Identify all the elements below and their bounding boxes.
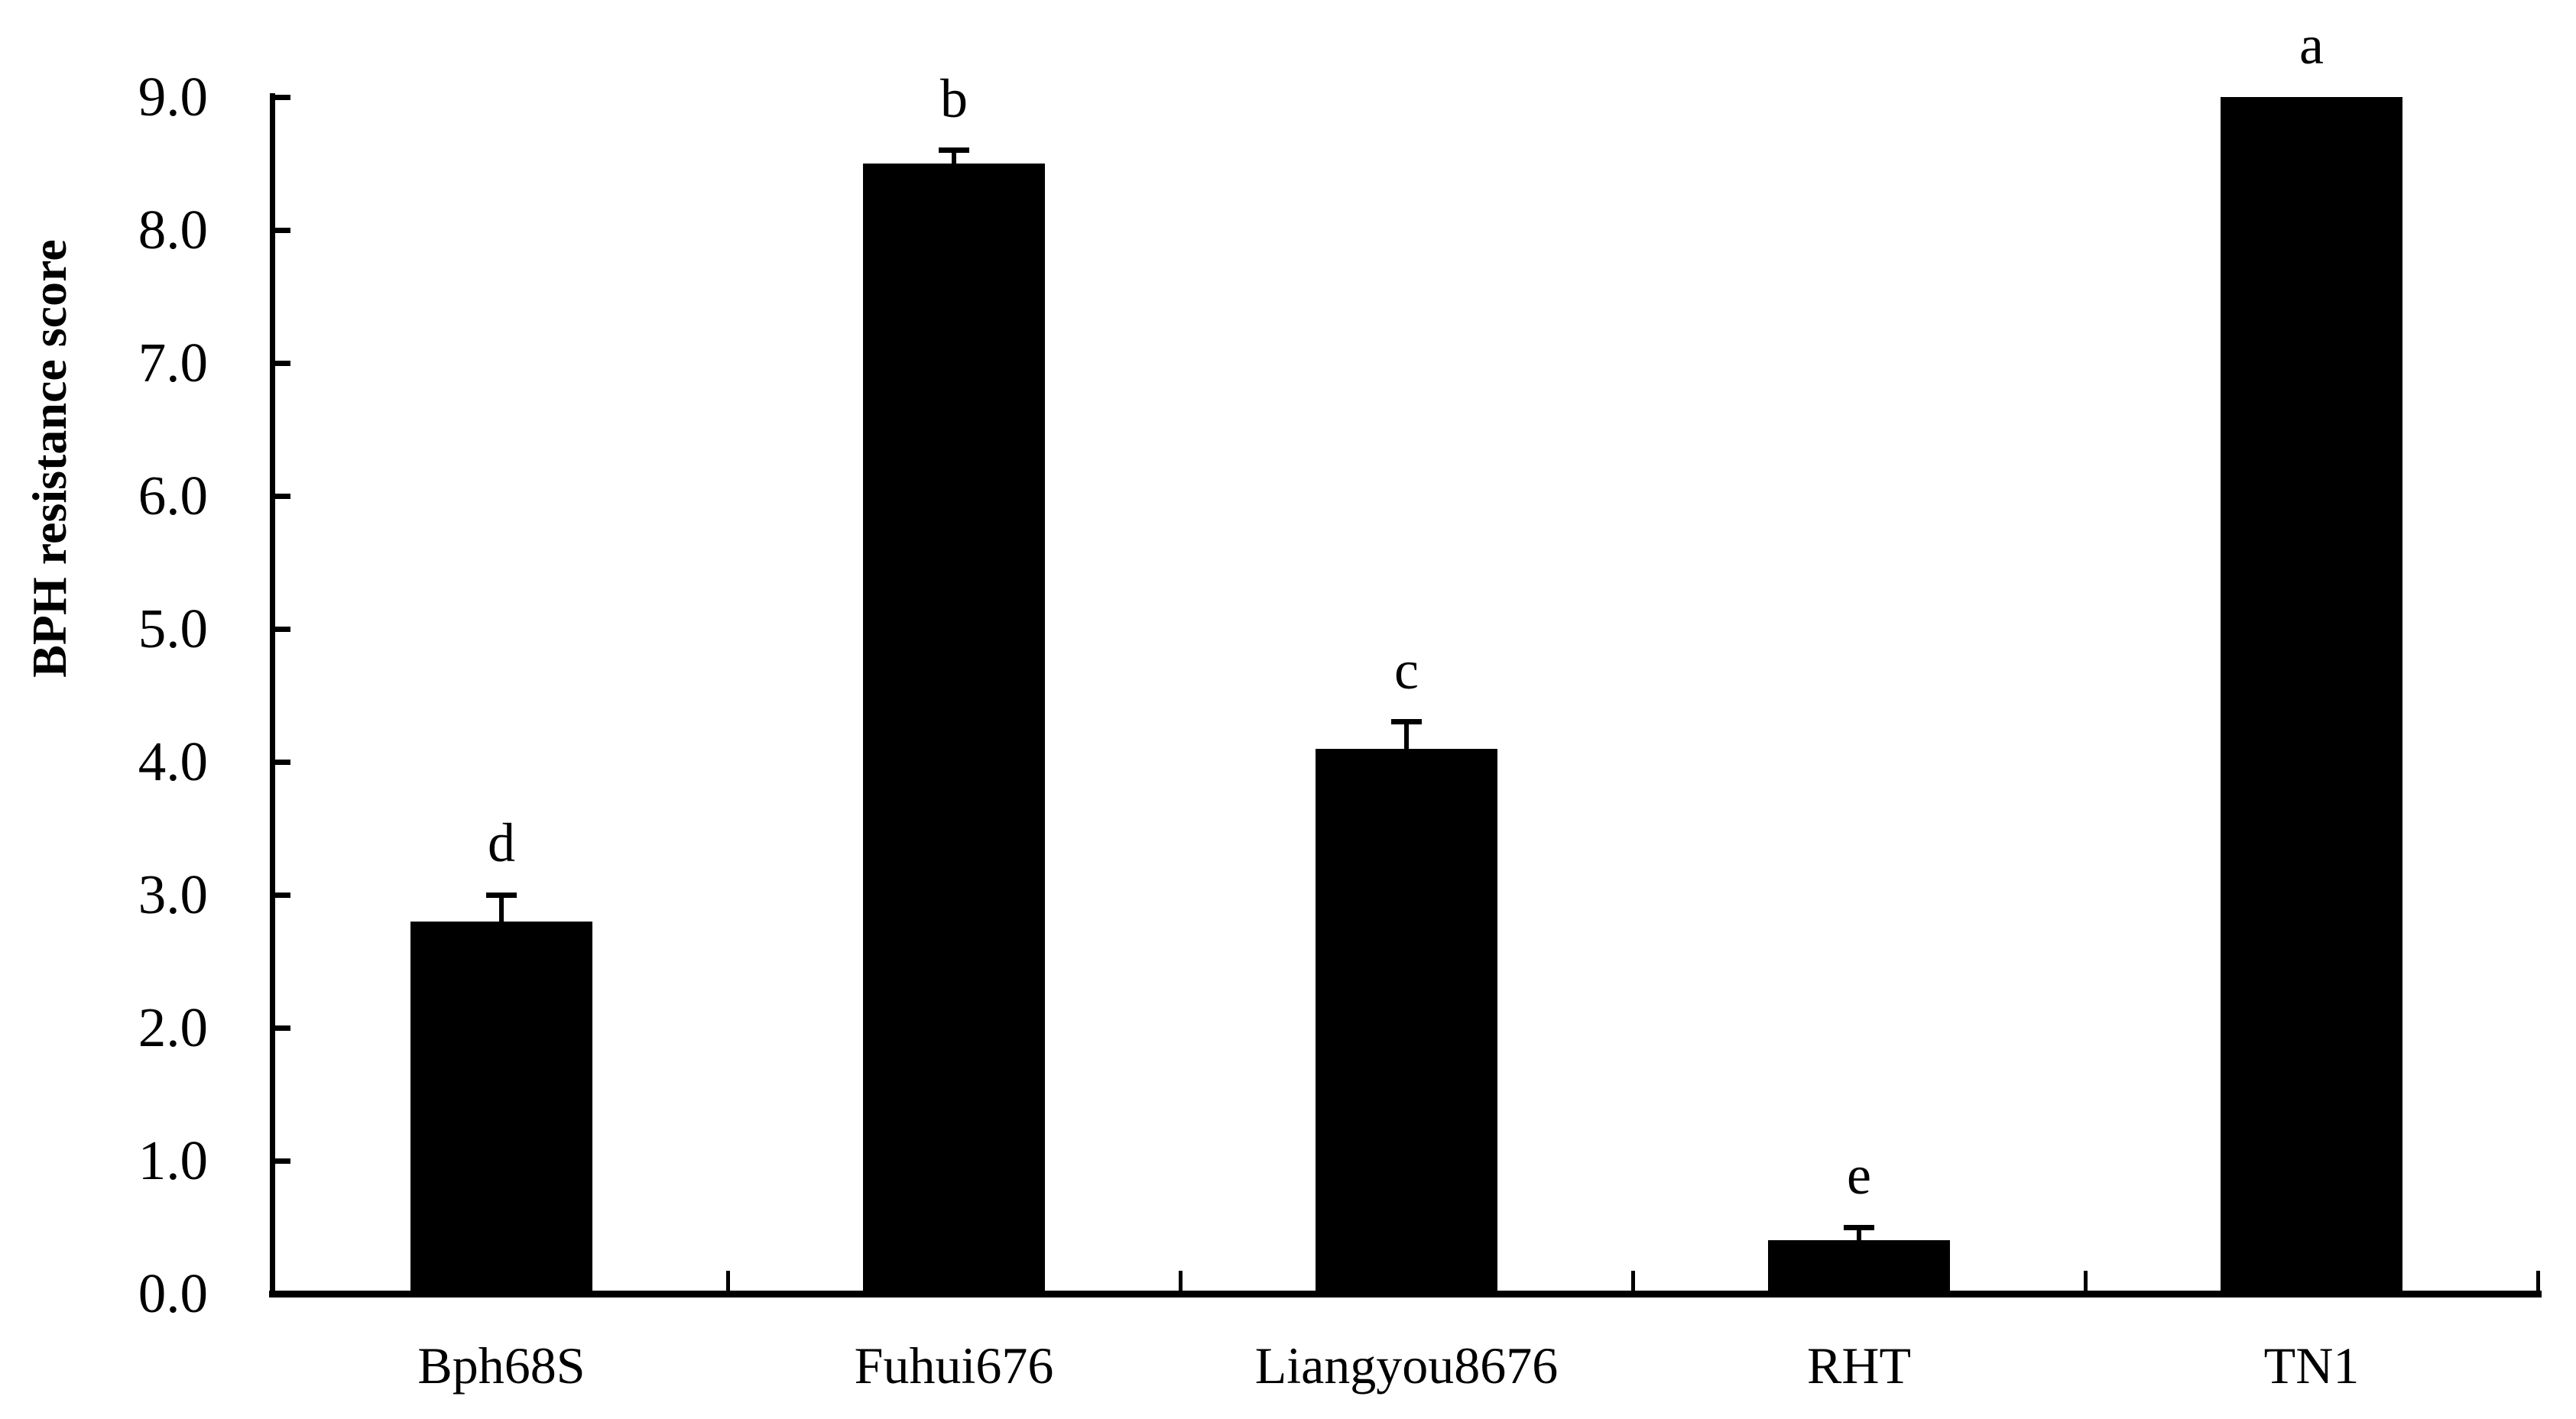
bar-Bph68S — [410, 921, 592, 1294]
y-axis-tick — [272, 360, 290, 366]
significance-letter: b — [940, 67, 968, 129]
y-axis-line — [269, 93, 275, 1298]
error-bar-line — [1404, 721, 1409, 749]
y-tick-label: 2.0 — [138, 996, 208, 1058]
y-axis-tick — [272, 94, 290, 100]
category-label: Bph68S — [417, 1336, 586, 1395]
category-label: TN1 — [2263, 1336, 2360, 1395]
y-tick-label: 5.0 — [138, 598, 208, 659]
y-tick-label: 6.0 — [138, 465, 208, 526]
x-axis-tick — [2535, 1270, 2540, 1291]
category-label: Fuhui676 — [854, 1336, 1054, 1395]
bar-TN1 — [2221, 97, 2402, 1294]
category-label: Liangyou8676 — [1254, 1336, 1559, 1395]
y-axis-tick — [272, 493, 290, 499]
x-axis-tick — [1178, 1270, 1183, 1291]
y-axis-tick — [272, 227, 290, 233]
bar-Fuhui676 — [863, 164, 1045, 1294]
y-axis-tick — [272, 1158, 290, 1164]
error-bar-cap — [939, 147, 969, 154]
y-tick-label: 3.0 — [138, 863, 208, 925]
bar-RHT — [1768, 1240, 1950, 1294]
bar-Liangyou8676 — [1316, 748, 1497, 1294]
x-axis-line — [269, 1290, 2542, 1298]
y-tick-label: 7.0 — [138, 332, 208, 394]
significance-letter: e — [1847, 1145, 1871, 1206]
x-axis-tick — [1630, 1270, 1635, 1291]
significance-letter: d — [488, 812, 515, 873]
y-tick-label: 8.0 — [138, 199, 208, 261]
significance-letter: a — [2299, 15, 2324, 76]
significance-letter: c — [1394, 639, 1419, 701]
y-tick-label: 9.0 — [138, 66, 208, 128]
y-axis-tick — [272, 759, 290, 765]
y-tick-label: 4.0 — [138, 731, 208, 792]
y-axis-tick — [272, 892, 290, 898]
error-bar-cap — [1844, 1224, 1874, 1230]
error-bar-line — [1857, 1227, 1861, 1241]
x-axis-tick — [2083, 1270, 2088, 1291]
error-bar-line — [499, 895, 504, 922]
error-bar-cap — [486, 892, 517, 898]
x-axis-tick — [725, 1270, 730, 1291]
category-label: RHT — [1807, 1336, 1911, 1395]
y-tick-label: 1.0 — [138, 1129, 208, 1191]
error-bar-cap — [1391, 719, 1422, 725]
y-tick-label: 0.0 — [138, 1262, 208, 1324]
y-axis-tick — [272, 1025, 290, 1031]
y-axis-tick — [272, 626, 290, 632]
error-bar-line — [952, 150, 956, 164]
